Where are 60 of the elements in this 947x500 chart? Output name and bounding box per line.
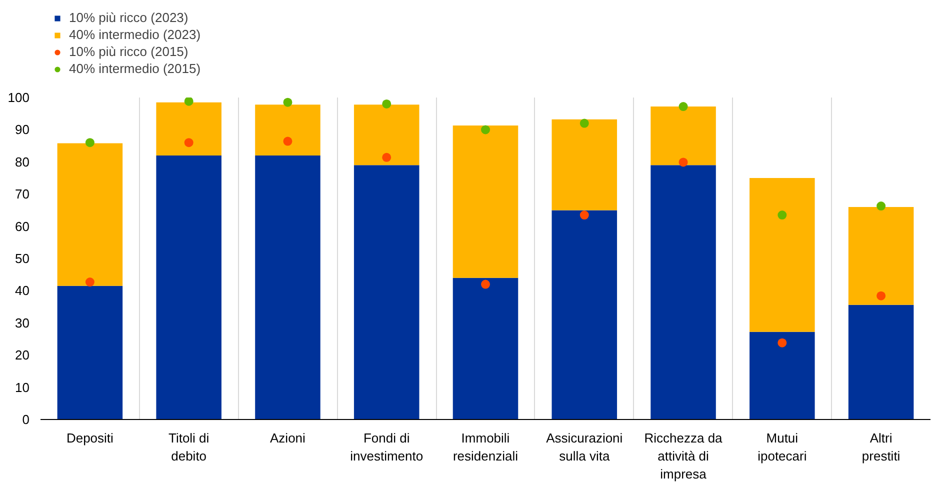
legend-label: 40% intermedio (2023) xyxy=(69,27,201,42)
point xyxy=(481,125,490,134)
y-tick-label: 0 xyxy=(22,412,30,427)
y-tick-label: 40 xyxy=(15,283,30,298)
bar xyxy=(354,165,420,420)
bar xyxy=(552,210,618,420)
point xyxy=(678,158,688,167)
x-tick-label: Titoli di debito xyxy=(168,430,210,464)
y-tick-label: 50 xyxy=(15,251,30,266)
point xyxy=(778,210,787,220)
point xyxy=(382,152,392,162)
bar xyxy=(156,102,222,156)
point xyxy=(184,138,194,148)
x-tick-label: Immobili residenziali xyxy=(452,430,518,464)
bar xyxy=(848,206,914,305)
point xyxy=(778,338,787,348)
y-tick-label: 90 xyxy=(15,122,30,138)
point xyxy=(876,202,886,211)
bar xyxy=(650,165,716,420)
bar xyxy=(452,126,518,278)
y-tick-label: 70 xyxy=(15,186,30,202)
bar xyxy=(255,104,320,156)
bar xyxy=(156,155,222,420)
x-tick-label: Mutui ipotecari xyxy=(758,430,807,464)
point xyxy=(580,210,589,220)
bar xyxy=(650,106,716,166)
y-tick-label: 100 xyxy=(8,90,30,105)
y-tick-label: 30 xyxy=(15,315,30,330)
point xyxy=(184,98,194,106)
bar xyxy=(255,155,320,420)
bar xyxy=(452,278,518,420)
y-tick-label: 60 xyxy=(15,218,30,234)
legend-label: 10% più ricco (2015) xyxy=(69,44,188,59)
bar xyxy=(57,143,123,286)
point xyxy=(283,98,292,107)
x-tick-label: Assicurazioni sulla vita xyxy=(546,430,623,464)
point xyxy=(85,138,94,148)
x-tick-label: Depositi xyxy=(66,430,114,446)
x-tick-label: Ricchezza da attività di impresa xyxy=(644,430,724,482)
bar xyxy=(750,332,815,420)
bar xyxy=(354,104,420,166)
point xyxy=(876,291,886,300)
bar xyxy=(57,286,123,420)
point xyxy=(481,280,490,289)
bar xyxy=(750,178,815,332)
legend-label: 40% intermedio (2015) xyxy=(69,61,201,76)
bar xyxy=(552,119,618,210)
y-tick-label: 80 xyxy=(15,154,30,170)
point xyxy=(580,118,589,128)
legend-label: 10% più ricco (2023) xyxy=(69,10,188,25)
point xyxy=(85,278,94,286)
point xyxy=(382,99,392,108)
x-tick-label: Azioni xyxy=(270,430,306,446)
x-tick-label: Fondi di investimento xyxy=(350,430,424,464)
bar xyxy=(848,304,914,420)
point xyxy=(678,102,688,112)
x-tick-label: Altri prestiti xyxy=(862,430,900,464)
point xyxy=(283,136,292,146)
y-tick-label: 10 xyxy=(15,380,30,395)
y-tick-label: 20 xyxy=(15,348,30,363)
